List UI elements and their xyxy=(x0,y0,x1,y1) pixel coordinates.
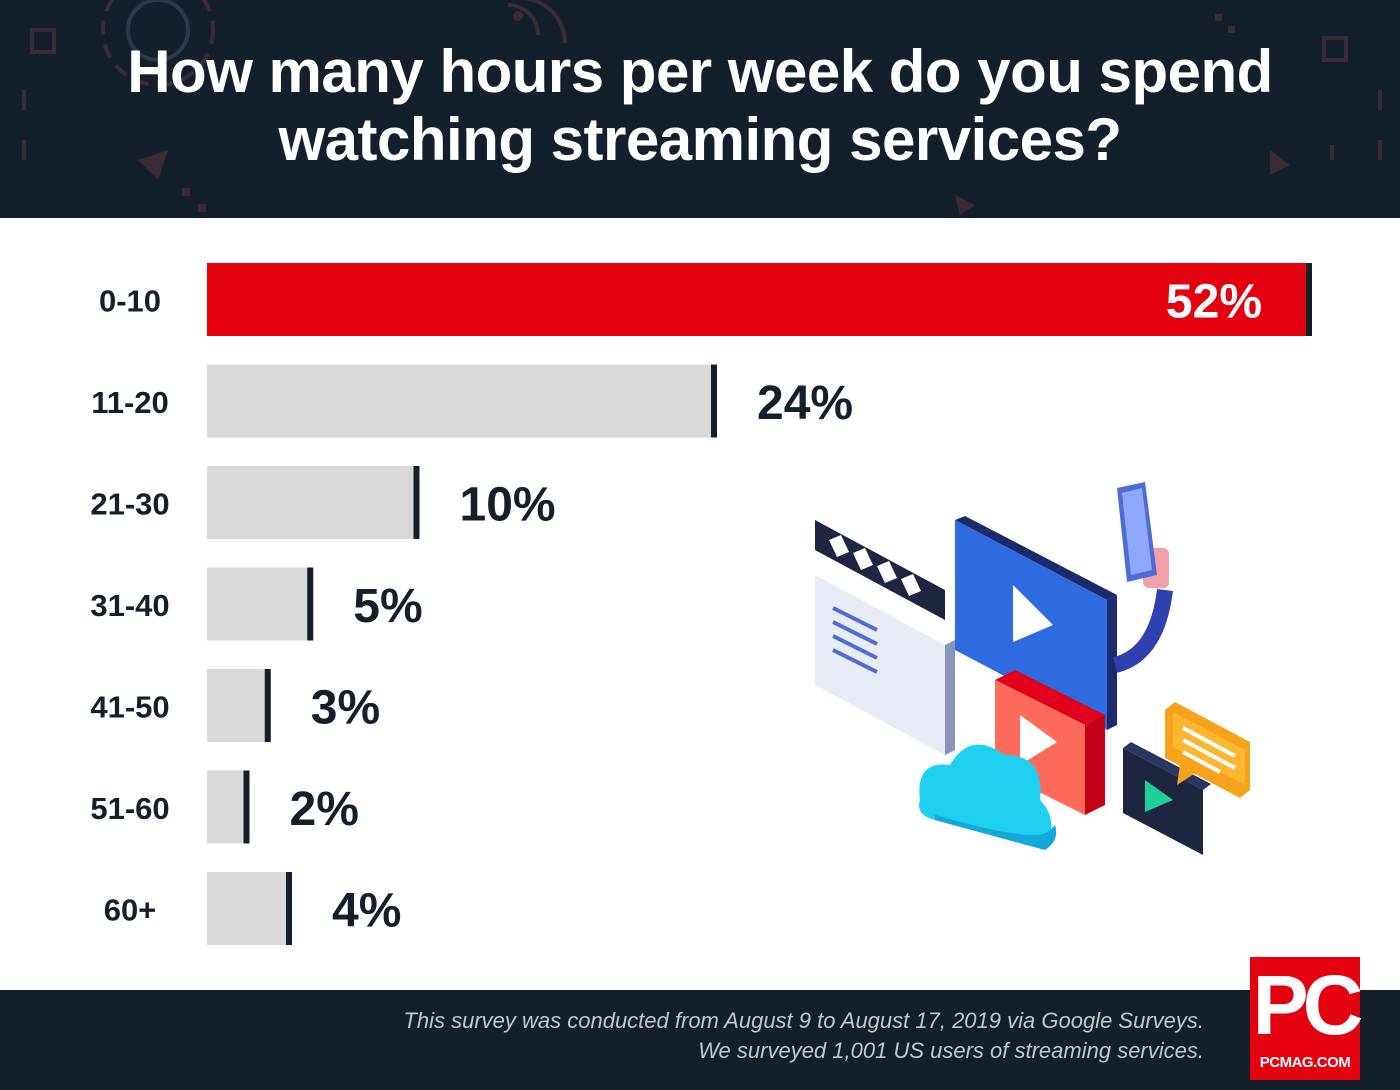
survey-footnote: This survey was conducted from August 9 … xyxy=(304,1006,1204,1066)
footnote-line-2: We surveyed 1,001 US users of streaming … xyxy=(698,1038,1204,1063)
category-label-21-30: 21-30 xyxy=(90,487,169,522)
bar-60+ xyxy=(207,872,292,945)
bar-41-50 xyxy=(207,669,271,742)
bar-51-60 xyxy=(207,770,250,844)
bar-end-cap-31-40 xyxy=(307,567,314,641)
header: How many hours per week do you spend wat… xyxy=(0,0,1400,218)
streaming-media-illustration xyxy=(815,482,1250,855)
value-label-21-30: 10% xyxy=(460,479,556,532)
bar-end-cap-51-60 xyxy=(243,770,250,844)
category-label-60+: 60+ xyxy=(104,893,157,928)
value-label-41-50: 3% xyxy=(311,682,380,735)
value-label-31-40: 5% xyxy=(353,580,422,633)
value-label-60+: 4% xyxy=(332,885,401,938)
category-label-11-20: 11-20 xyxy=(91,385,169,420)
bar-end-cap-60+ xyxy=(286,872,292,945)
bar-21-30 xyxy=(207,466,420,539)
logo-site: PCMAG.COM xyxy=(1259,1054,1351,1071)
bar-end-cap-0-10 xyxy=(1306,263,1312,336)
category-label-41-50: 41-50 xyxy=(90,690,169,725)
value-label-11-20: 24% xyxy=(757,377,853,430)
value-label-0-10: 52% xyxy=(1166,276,1262,329)
footnote-line-1: This survey was conducted from August 9 … xyxy=(403,1008,1204,1033)
value-label-51-60: 2% xyxy=(290,783,359,836)
bar-31-40 xyxy=(207,567,314,641)
bar-chart: 0-10 52% 11-20 24% 21-30 10% 31-40 5% 41-50 3% 51-… xyxy=(90,263,1312,945)
bar-end-cap-21-30 xyxy=(413,466,420,539)
category-label-31-40: 31-40 xyxy=(90,588,169,623)
footer xyxy=(0,990,1400,1090)
logo-mark: PC xyxy=(1252,958,1364,1052)
bar-end-cap-41-50 xyxy=(264,669,271,742)
category-label-51-60: 51-60 xyxy=(90,791,169,826)
pcmag-logo: PC PCMAG.COM xyxy=(1250,957,1364,1080)
header-pattern xyxy=(22,0,1382,215)
bar-11-20 xyxy=(207,364,717,438)
chart-title: How many hours per week do you spend wat… xyxy=(127,38,1273,173)
bar-end-cap-11-20 xyxy=(711,364,717,438)
bar-0-10 xyxy=(207,263,1312,336)
category-label-0-10: 0-10 xyxy=(99,284,161,319)
